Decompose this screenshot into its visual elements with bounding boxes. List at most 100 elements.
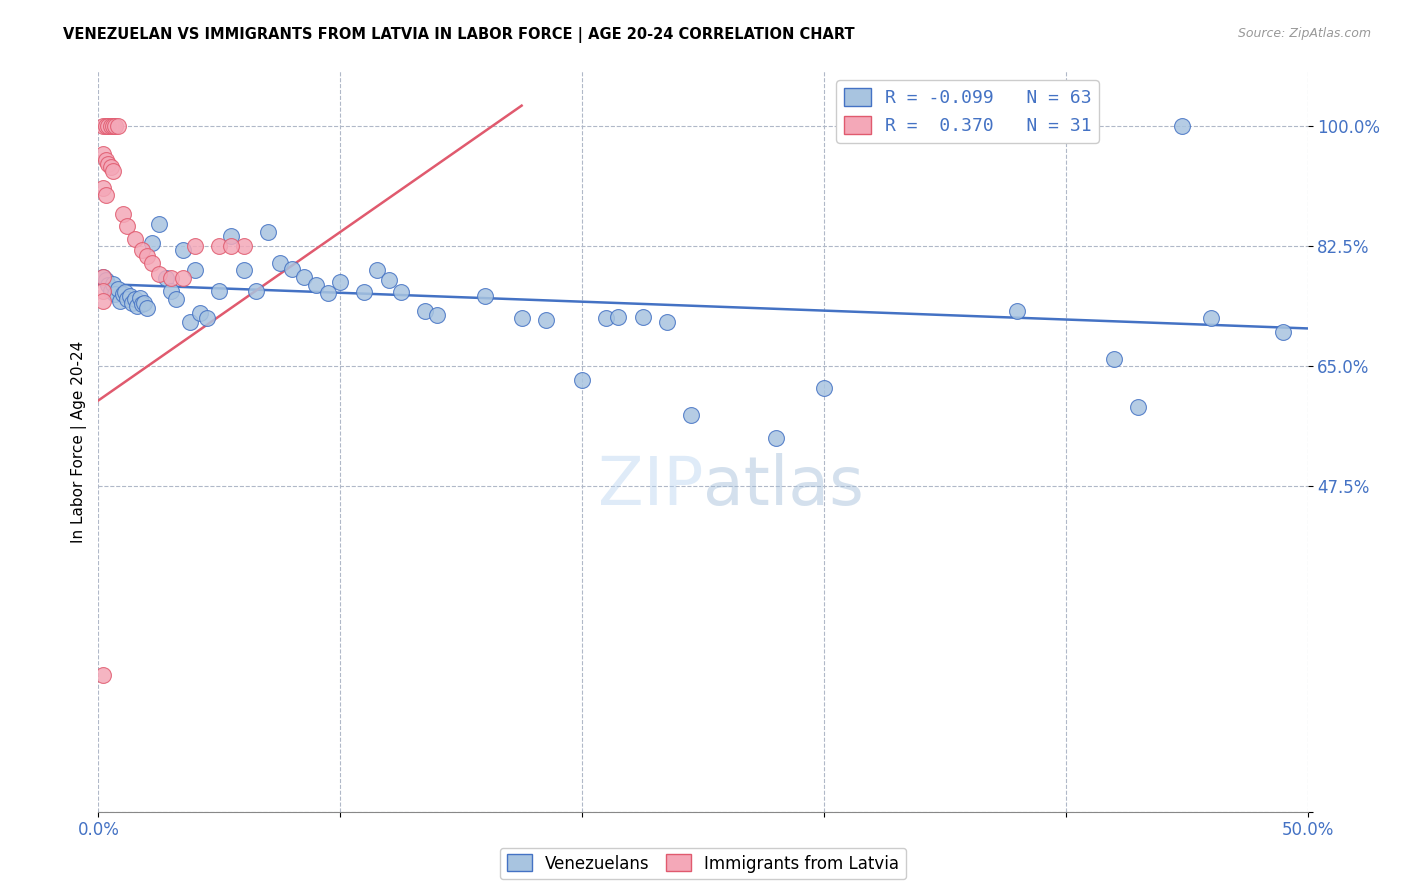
Point	[165, 292, 187, 306]
Point	[91, 667, 114, 681]
Point	[195, 311, 218, 326]
Point	[316, 286, 339, 301]
Point	[107, 282, 129, 296]
Point	[160, 284, 183, 298]
Point	[607, 310, 630, 324]
Point	[172, 243, 194, 257]
Point	[97, 278, 120, 293]
Point	[114, 285, 136, 299]
Point	[100, 119, 122, 133]
Point	[104, 119, 127, 133]
Point	[121, 296, 143, 310]
Point	[111, 207, 134, 221]
Point	[366, 263, 388, 277]
Point	[413, 304, 436, 318]
Text: VENEZUELAN VS IMMIGRANTS FROM LATVIA IN LABOR FORCE | AGE 20-24 CORRELATION CHAR: VENEZUELAN VS IMMIGRANTS FROM LATVIA IN …	[63, 27, 855, 43]
Point	[135, 250, 157, 264]
Point	[353, 285, 375, 299]
Point	[155, 271, 177, 285]
Point	[91, 146, 114, 161]
Point	[104, 287, 127, 301]
Point	[100, 161, 122, 175]
Point	[128, 291, 150, 305]
Point	[134, 296, 156, 310]
Point	[292, 270, 315, 285]
Point	[131, 297, 153, 311]
Point	[94, 153, 117, 168]
Point	[1128, 401, 1150, 415]
Point	[94, 273, 117, 287]
Text: ZIP: ZIP	[598, 453, 703, 519]
Point	[571, 373, 593, 387]
Point	[135, 301, 157, 315]
Point	[101, 119, 124, 133]
Point	[232, 263, 254, 277]
Point	[91, 270, 114, 285]
Point	[208, 239, 231, 253]
Point	[329, 275, 352, 289]
Point	[141, 256, 163, 270]
Point	[281, 261, 304, 276]
Point	[160, 271, 183, 285]
Point	[111, 287, 134, 301]
Point	[179, 315, 201, 329]
Point	[184, 263, 207, 277]
Point	[91, 181, 114, 195]
Point	[107, 119, 129, 133]
Point	[117, 219, 139, 233]
Point	[101, 163, 124, 178]
Point	[679, 409, 702, 423]
Point	[118, 289, 141, 303]
Point	[172, 271, 194, 285]
Point	[1102, 352, 1125, 367]
Point	[91, 119, 114, 133]
Point	[1199, 311, 1222, 326]
Point	[127, 299, 149, 313]
Point	[141, 235, 163, 250]
Point	[101, 277, 124, 291]
Point	[94, 119, 117, 133]
Point	[97, 157, 120, 171]
Point	[131, 243, 153, 257]
Point	[474, 289, 496, 303]
Point	[534, 312, 557, 326]
Point	[595, 311, 617, 326]
Point	[221, 228, 243, 243]
Point	[91, 293, 114, 308]
Point	[377, 273, 399, 287]
Point	[94, 187, 117, 202]
Text: atlas: atlas	[703, 453, 863, 519]
Point	[510, 311, 533, 326]
Point	[245, 284, 267, 298]
Point	[426, 308, 449, 322]
Point	[1007, 304, 1029, 318]
Legend: R = -0.099   N = 63, R =  0.370   N = 31: R = -0.099 N = 63, R = 0.370 N = 31	[837, 80, 1099, 143]
Point	[97, 119, 120, 133]
Point	[117, 292, 139, 306]
Legend: Venezuelans, Immigrants from Latvia: Venezuelans, Immigrants from Latvia	[501, 847, 905, 880]
Point	[655, 315, 678, 329]
Point	[305, 278, 328, 293]
Point	[184, 239, 207, 253]
Point	[221, 239, 243, 253]
Point	[188, 306, 211, 320]
Point	[148, 217, 170, 231]
Point	[269, 256, 291, 270]
Point	[108, 293, 131, 308]
Point	[631, 310, 654, 324]
Point	[91, 284, 114, 298]
Point	[389, 285, 412, 299]
Point	[1272, 325, 1295, 339]
Point	[148, 267, 170, 281]
Point	[765, 431, 787, 445]
Point	[232, 239, 254, 253]
Point	[124, 232, 146, 246]
Point	[208, 284, 231, 298]
Point	[813, 381, 835, 395]
Point	[124, 292, 146, 306]
Point	[256, 226, 278, 240]
Text: Source: ZipAtlas.com: Source: ZipAtlas.com	[1237, 27, 1371, 40]
Point	[1171, 119, 1194, 133]
Point	[100, 284, 122, 298]
Point	[91, 270, 114, 285]
